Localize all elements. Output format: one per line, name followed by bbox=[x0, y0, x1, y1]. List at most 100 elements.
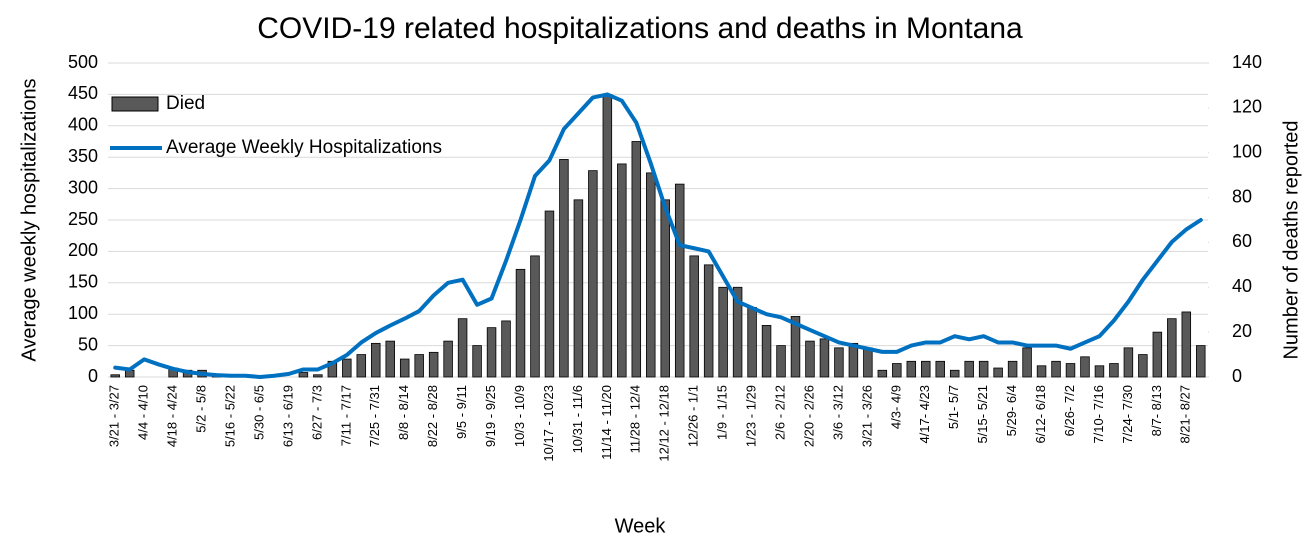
bar bbox=[877, 369, 888, 378]
y2-tick-label: 100 bbox=[1232, 141, 1262, 161]
bar bbox=[356, 354, 367, 378]
x-tick-label: 5/15- 5/21 bbox=[975, 385, 990, 444]
bar bbox=[718, 286, 728, 378]
x-tick-label: 3/21 - 3/26 bbox=[859, 385, 874, 447]
bar bbox=[646, 172, 656, 378]
bar bbox=[1109, 363, 1119, 378]
legend-swatch bbox=[111, 96, 159, 112]
bar bbox=[486, 327, 497, 378]
bar bbox=[660, 199, 670, 378]
y-tick-label: 50 bbox=[78, 334, 98, 354]
bar bbox=[776, 345, 786, 378]
bar bbox=[892, 363, 902, 378]
y2-tick-label: 0 bbox=[1232, 366, 1242, 386]
x-tick-label: 10/3 - 10/9 bbox=[512, 385, 527, 447]
bar bbox=[617, 163, 627, 378]
bar bbox=[1065, 363, 1076, 378]
x-tick-label: 5/1- 5/7 bbox=[946, 385, 961, 429]
y-tick-label: 350 bbox=[68, 146, 98, 166]
bar bbox=[1181, 311, 1192, 378]
y-tick-label: 300 bbox=[68, 177, 98, 197]
bar bbox=[949, 369, 960, 378]
bar bbox=[530, 255, 540, 378]
x-axis-label: Week bbox=[615, 515, 667, 537]
bar bbox=[805, 340, 815, 378]
x-tick-label: 9/5 - 9/11 bbox=[454, 385, 469, 439]
bar bbox=[1036, 365, 1047, 378]
y2-tick-label: 60 bbox=[1232, 231, 1252, 251]
x-tick-label: 5/30 - 6/5 bbox=[251, 385, 266, 440]
x-tick-label: 7/10- 7/16 bbox=[1091, 385, 1106, 444]
bar bbox=[703, 264, 714, 378]
x-tick-label: 3/6 - 3/12 bbox=[830, 385, 845, 440]
x-tick-label: 6/27 - 7/3 bbox=[309, 385, 324, 440]
bar bbox=[501, 320, 511, 378]
y2-tick-label: 120 bbox=[1232, 97, 1262, 117]
bar bbox=[1167, 318, 1177, 378]
bar bbox=[110, 374, 120, 378]
bar bbox=[544, 210, 555, 378]
x-tick-label: 5/29- 6/4 bbox=[1004, 385, 1019, 436]
legend-label: Died bbox=[166, 93, 205, 114]
y-tick-label: 250 bbox=[68, 209, 98, 229]
bar bbox=[863, 347, 873, 378]
bar bbox=[935, 360, 945, 378]
bar bbox=[515, 268, 526, 378]
bar bbox=[834, 347, 844, 378]
bar bbox=[385, 340, 395, 378]
x-tick-label: 7/11 - 7/17 bbox=[338, 385, 353, 446]
x-tick-label: 5/2 - 5/8 bbox=[194, 385, 209, 433]
x-tick-label: 4/4 - 4/10 bbox=[136, 385, 151, 440]
x-tick-label: 6/12- 6/18 bbox=[1033, 385, 1048, 444]
x-tick-label: 9/19 - 9/25 bbox=[483, 385, 498, 447]
x-tick-label: 8/22 - 8/28 bbox=[425, 385, 440, 447]
bar bbox=[747, 307, 757, 378]
bar bbox=[906, 360, 917, 378]
line bbox=[113, 92, 1203, 379]
x-tick-label: 4/3- 4/9 bbox=[888, 385, 903, 429]
y2-axis-label: Number of deaths reported bbox=[1280, 120, 1302, 359]
y-tick-label: 400 bbox=[68, 115, 98, 135]
x-tick-label: 3/21 - 3/27 bbox=[107, 385, 122, 447]
y2-tick-label: 40 bbox=[1232, 276, 1252, 296]
x-tick-label: 10/17 - 10/23 bbox=[541, 385, 556, 462]
bar bbox=[1022, 347, 1032, 378]
bar bbox=[588, 170, 598, 378]
y2-tick-label: 80 bbox=[1232, 186, 1252, 206]
y-tick-label: 100 bbox=[68, 303, 98, 323]
bar bbox=[790, 316, 801, 378]
y-tick-label: 150 bbox=[68, 272, 98, 292]
x-tick-label: 8/8 - 8/14 bbox=[396, 385, 411, 440]
bar bbox=[978, 360, 989, 378]
bar bbox=[848, 342, 859, 378]
x-tick-label: 11/28 - 12/4 bbox=[628, 385, 643, 453]
y-axis-label: Average weekly hospitalizations bbox=[18, 78, 40, 361]
x-tick-label: 4/17- 4/23 bbox=[917, 385, 932, 444]
x-tick-label: 1/23 - 1/29 bbox=[744, 385, 759, 447]
x-tick-label: 11/14 - 11/20 bbox=[599, 385, 614, 460]
bar bbox=[761, 325, 772, 378]
bar bbox=[472, 345, 482, 378]
bar bbox=[1152, 331, 1163, 378]
x-tick-label: 6/26- 7/2 bbox=[1062, 385, 1077, 436]
bar bbox=[1080, 356, 1090, 378]
y-tick-label: 500 bbox=[68, 52, 98, 72]
y2-tick-label: 20 bbox=[1232, 321, 1252, 341]
bar bbox=[1123, 347, 1134, 378]
x-tick-label: 8/7- 8/13 bbox=[1149, 385, 1164, 436]
bar bbox=[732, 286, 743, 378]
bar bbox=[1007, 360, 1018, 378]
x-tick-label: 6/13 - 6/19 bbox=[280, 385, 295, 447]
bar bbox=[399, 358, 410, 378]
y-tick-label: 0 bbox=[88, 366, 98, 386]
x-tick-label: 4/18 - 4/24 bbox=[165, 385, 180, 447]
bar bbox=[313, 374, 323, 378]
bar bbox=[602, 94, 613, 378]
bar bbox=[1051, 360, 1061, 378]
x-tick-label: 12/12 - 12/18 bbox=[657, 385, 672, 462]
bar bbox=[921, 360, 931, 378]
bar bbox=[559, 159, 569, 378]
bar bbox=[819, 338, 830, 378]
bar bbox=[1138, 354, 1148, 378]
